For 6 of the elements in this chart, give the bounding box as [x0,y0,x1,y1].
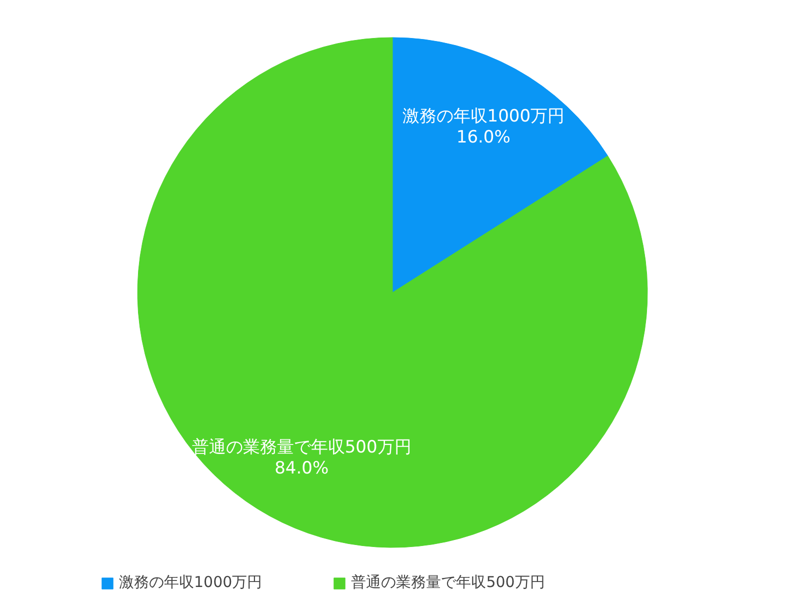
slice-label: 激務の年収1000万円 [402,106,565,127]
data-label: 84.0% [274,458,329,478]
data-label: 16.0% [456,128,510,148]
legend-label: 激務の年収1000万円 [119,573,262,592]
legend-label: 普通の業務量で年収500万円 [351,573,545,592]
slice-label: 普通の業務量で年収500万円 [192,437,412,458]
